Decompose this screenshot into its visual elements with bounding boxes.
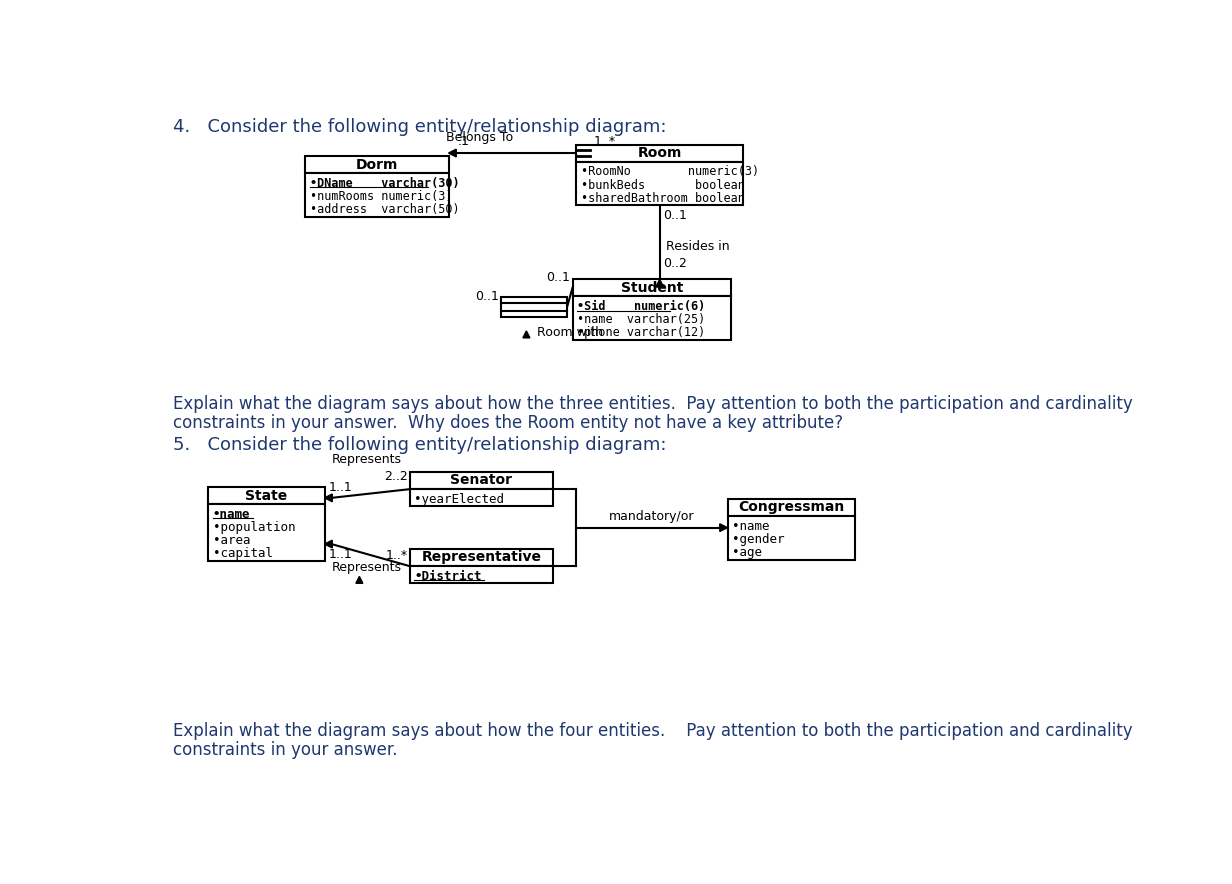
Text: State: State xyxy=(245,489,287,503)
Text: Represents: Represents xyxy=(333,561,402,574)
Bar xyxy=(208,504,324,561)
Text: •Sid    numeric(6): •Sid numeric(6) xyxy=(577,301,706,313)
Text: •name: •name xyxy=(732,520,770,533)
Bar xyxy=(573,279,732,296)
Text: •yearElected: •yearElected xyxy=(414,492,504,506)
Text: •area: •area xyxy=(213,534,250,547)
Text: 0..2: 0..2 xyxy=(664,257,687,271)
Polygon shape xyxy=(324,494,333,502)
Text: Represents: Represents xyxy=(333,453,402,466)
Bar xyxy=(577,145,743,162)
Polygon shape xyxy=(522,331,530,338)
Text: •RoomNo        numeric(3): •RoomNo numeric(3) xyxy=(582,165,759,179)
Bar xyxy=(410,549,553,566)
Text: 0..1: 0..1 xyxy=(664,210,687,222)
Bar xyxy=(208,487,324,504)
Bar xyxy=(501,297,567,317)
Text: •name: •name xyxy=(213,508,250,521)
Text: 1..1: 1..1 xyxy=(329,548,352,561)
Text: 0..1: 0..1 xyxy=(476,290,499,303)
Bar xyxy=(577,162,743,205)
Text: .1: .1 xyxy=(458,135,469,149)
Bar xyxy=(306,156,448,173)
Bar xyxy=(410,489,553,507)
Bar xyxy=(410,472,553,489)
Polygon shape xyxy=(448,149,456,156)
Bar xyxy=(728,515,855,560)
Bar xyxy=(410,566,553,583)
Text: •sharedBathroom boolean: •sharedBathroom boolean xyxy=(582,192,745,204)
Text: Congressman: Congressman xyxy=(738,500,845,514)
Text: •DName    varchar(30): •DName varchar(30) xyxy=(309,177,460,190)
Bar xyxy=(573,296,732,340)
Text: •population: •population xyxy=(213,522,296,534)
Text: Student: Student xyxy=(621,281,683,294)
Text: •phone varchar(12): •phone varchar(12) xyxy=(577,326,706,339)
Text: 5.   Consider the following entity/relationship diagram:: 5. Consider the following entity/relatio… xyxy=(174,436,667,453)
Polygon shape xyxy=(655,279,664,287)
Bar xyxy=(728,499,855,515)
Text: •age: •age xyxy=(732,545,763,559)
Text: 0..1: 0..1 xyxy=(546,271,570,284)
Text: Room: Room xyxy=(637,146,681,160)
Text: constraints in your answer.  Why does the Room entity not have a key attribute?: constraints in your answer. Why does the… xyxy=(174,414,844,432)
Polygon shape xyxy=(324,540,333,548)
Text: 2..2: 2..2 xyxy=(383,470,408,483)
Text: •address  varchar(50): •address varchar(50) xyxy=(309,203,460,217)
Text: •name  varchar(25): •name varchar(25) xyxy=(577,313,706,326)
Text: Room with: Room with xyxy=(537,326,604,339)
Text: •District: •District xyxy=(414,569,482,583)
Text: 1..*: 1..* xyxy=(594,135,616,149)
Text: •capital: •capital xyxy=(213,547,274,560)
Polygon shape xyxy=(356,576,363,583)
Text: Explain what the diagram says about how the three entities.  Pay attention to bo: Explain what the diagram says about how … xyxy=(174,395,1133,413)
Text: •numRooms numeric(3): •numRooms numeric(3) xyxy=(309,190,452,203)
Text: 1..1: 1..1 xyxy=(329,481,352,494)
Text: •bunkBeds       boolean: •bunkBeds boolean xyxy=(582,179,745,192)
Text: Belongs To: Belongs To xyxy=(446,131,513,144)
Text: Resides in: Resides in xyxy=(665,240,729,253)
Text: constraints in your answer.: constraints in your answer. xyxy=(174,742,398,759)
Text: 1..*: 1..* xyxy=(386,549,408,562)
Text: •gender: •gender xyxy=(732,533,785,545)
Text: Representative: Representative xyxy=(421,551,541,564)
Text: Senator: Senator xyxy=(451,473,513,487)
Text: Dorm: Dorm xyxy=(356,157,398,171)
Polygon shape xyxy=(719,524,728,531)
Text: mandatory/or: mandatory/or xyxy=(609,510,695,523)
Text: 4.   Consider the following entity/relationship diagram:: 4. Consider the following entity/relatio… xyxy=(174,118,667,135)
Bar xyxy=(306,173,448,217)
Text: Explain what the diagram says about how the four entities.    Pay attention to b: Explain what the diagram says about how … xyxy=(174,722,1133,740)
